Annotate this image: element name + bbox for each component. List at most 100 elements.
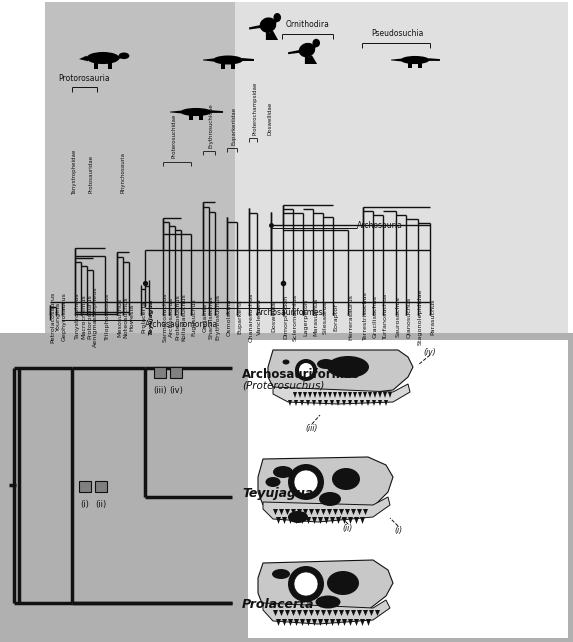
Polygon shape xyxy=(318,400,322,406)
Text: Koilamasuchus: Koilamasuchus xyxy=(181,293,186,341)
Polygon shape xyxy=(338,392,342,398)
Ellipse shape xyxy=(213,55,243,64)
Polygon shape xyxy=(328,392,332,398)
Circle shape xyxy=(288,566,324,602)
Polygon shape xyxy=(170,110,182,114)
Polygon shape xyxy=(348,392,352,398)
Polygon shape xyxy=(373,392,377,398)
Text: Eoraptor: Eoraptor xyxy=(333,303,338,331)
Text: Gephyrosaurus: Gephyrosaurus xyxy=(62,293,67,342)
Polygon shape xyxy=(383,392,387,398)
Bar xyxy=(95,481,107,492)
Text: Petrolacosaurus: Petrolacosaurus xyxy=(50,291,55,343)
Polygon shape xyxy=(297,610,302,616)
Bar xyxy=(199,116,203,120)
Bar xyxy=(45,2,568,333)
Polygon shape xyxy=(285,610,290,616)
Polygon shape xyxy=(366,400,370,406)
Text: (iii): (iii) xyxy=(153,386,167,395)
Text: Proterochampsidae: Proterochampsidae xyxy=(253,82,257,135)
Polygon shape xyxy=(288,619,293,626)
Polygon shape xyxy=(116,55,121,59)
Polygon shape xyxy=(343,392,347,398)
Polygon shape xyxy=(333,509,338,515)
Polygon shape xyxy=(203,58,214,62)
Ellipse shape xyxy=(319,492,341,506)
Polygon shape xyxy=(324,400,328,406)
Polygon shape xyxy=(330,517,335,524)
Polygon shape xyxy=(327,610,332,616)
Polygon shape xyxy=(282,517,287,524)
Text: Garjainia: Garjainia xyxy=(203,302,208,331)
Text: Archosauriformes: Archosauriformes xyxy=(256,308,324,317)
Polygon shape xyxy=(348,400,352,406)
Ellipse shape xyxy=(317,359,335,369)
Text: Archosauriformes: Archosauriformes xyxy=(242,368,360,381)
Text: Ornithodira: Ornithodira xyxy=(286,20,330,29)
Text: Osmolskina: Osmolskina xyxy=(227,299,232,336)
Bar xyxy=(154,367,166,378)
Bar xyxy=(45,2,235,333)
Text: Protosauridae: Protosauridae xyxy=(88,155,93,193)
Text: Prolacerta: Prolacerta xyxy=(242,598,315,611)
Polygon shape xyxy=(384,400,388,406)
Text: Youngina: Youngina xyxy=(56,302,61,331)
Text: Silesaurus: Silesaurus xyxy=(323,300,328,334)
Polygon shape xyxy=(298,392,302,398)
Text: Terrestrisuchus: Terrestrisuchus xyxy=(363,293,368,342)
Ellipse shape xyxy=(265,477,281,487)
Bar xyxy=(221,64,225,69)
Polygon shape xyxy=(242,58,254,61)
Bar xyxy=(0,333,573,642)
Text: Turfanosuchus: Turfanosuchus xyxy=(383,294,388,340)
Ellipse shape xyxy=(273,13,281,22)
Polygon shape xyxy=(354,400,358,406)
Polygon shape xyxy=(351,610,356,616)
Text: (iii): (iii) xyxy=(306,424,318,433)
Text: Tanystropheus: Tanystropheus xyxy=(75,293,80,340)
Ellipse shape xyxy=(332,468,360,490)
Ellipse shape xyxy=(260,17,276,33)
Polygon shape xyxy=(291,610,296,616)
Polygon shape xyxy=(291,509,296,515)
Text: Prolacerta: Prolacerta xyxy=(141,300,146,333)
Polygon shape xyxy=(263,600,390,624)
Ellipse shape xyxy=(401,56,429,64)
Polygon shape xyxy=(288,50,300,54)
Polygon shape xyxy=(276,517,281,524)
Ellipse shape xyxy=(180,108,211,116)
Text: Trilophosaurus: Trilophosaurus xyxy=(105,293,110,340)
Polygon shape xyxy=(353,392,357,398)
Bar xyxy=(231,64,235,69)
Polygon shape xyxy=(360,517,365,524)
Bar xyxy=(418,64,422,68)
Polygon shape xyxy=(268,350,413,394)
Polygon shape xyxy=(363,509,368,515)
Text: Tanystropheidae: Tanystropheidae xyxy=(73,150,77,195)
Polygon shape xyxy=(273,384,410,404)
Text: Teyujagua: Teyujagua xyxy=(242,487,313,500)
Ellipse shape xyxy=(312,39,320,48)
Polygon shape xyxy=(363,392,367,398)
Text: Archosauria: Archosauria xyxy=(357,220,403,229)
Polygon shape xyxy=(303,509,308,515)
Polygon shape xyxy=(312,400,316,406)
Polygon shape xyxy=(308,392,312,398)
Polygon shape xyxy=(273,610,278,616)
Ellipse shape xyxy=(316,596,340,609)
Text: Saurosuchus: Saurosuchus xyxy=(396,297,401,338)
Polygon shape xyxy=(288,517,293,524)
Polygon shape xyxy=(249,25,261,30)
Ellipse shape xyxy=(87,52,120,64)
Polygon shape xyxy=(312,517,317,524)
Bar xyxy=(108,62,112,69)
Polygon shape xyxy=(369,610,374,616)
Polygon shape xyxy=(309,610,314,616)
Polygon shape xyxy=(330,400,334,406)
Polygon shape xyxy=(339,610,344,616)
Text: Doswellidae: Doswellidae xyxy=(268,101,273,135)
Text: Aenigmastropheus: Aenigmastropheus xyxy=(93,287,98,347)
Polygon shape xyxy=(348,619,353,626)
Polygon shape xyxy=(313,392,317,398)
Polygon shape xyxy=(306,517,311,524)
